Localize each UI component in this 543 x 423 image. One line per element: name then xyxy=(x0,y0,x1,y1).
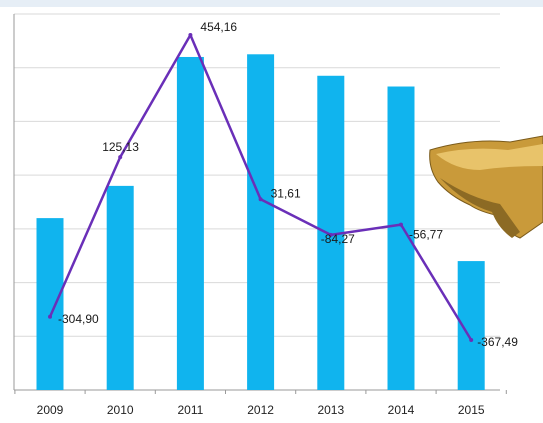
line-point-2011 xyxy=(188,33,193,37)
x-tick-label: 2009 xyxy=(37,403,64,417)
bar-2012 xyxy=(247,54,275,391)
line-data-label: -56,77 xyxy=(409,228,443,242)
x-tick-label: 2013 xyxy=(317,403,344,417)
line-data-label: -84,27 xyxy=(321,232,355,246)
x-tick-label: 2015 xyxy=(458,403,485,417)
line-point-2015 xyxy=(469,338,474,342)
line-data-label: -304,90 xyxy=(58,312,99,326)
bar-2010 xyxy=(106,185,134,390)
top-strip xyxy=(0,0,543,7)
line-point-2014 xyxy=(399,222,403,227)
x-tick-label: 2014 xyxy=(388,403,415,417)
line-data-label: 31,61 xyxy=(271,186,301,200)
bar-2009 xyxy=(36,218,64,390)
line-point-2010 xyxy=(118,155,123,160)
x-tick-labels: 2009 2010 2011 2012 2013 2014 2015 xyxy=(37,403,485,417)
line-layer xyxy=(48,33,474,342)
x-tick-label: 2011 xyxy=(177,403,203,417)
data-labels-layer: -304,90 125,13 454,16 31,61 -84,27 -56,77 -367… xyxy=(58,20,518,349)
decoration-layer xyxy=(429,135,543,239)
line-point-2012 xyxy=(258,197,263,202)
decorative-golden-edge xyxy=(440,178,520,238)
line-point-2013 xyxy=(328,232,333,237)
line-point-2009 xyxy=(48,314,52,319)
bar-2011 xyxy=(176,56,204,390)
x-tick-label: 2012 xyxy=(247,403,274,417)
decorative-golden-highlight xyxy=(436,144,543,170)
line-data-label: 454,16 xyxy=(200,20,237,34)
x-tick-label: 2010 xyxy=(107,403,134,417)
bars-layer xyxy=(36,54,485,391)
line-data-label: 125,13 xyxy=(102,140,139,154)
line-data-label: -367,49 xyxy=(477,335,518,349)
